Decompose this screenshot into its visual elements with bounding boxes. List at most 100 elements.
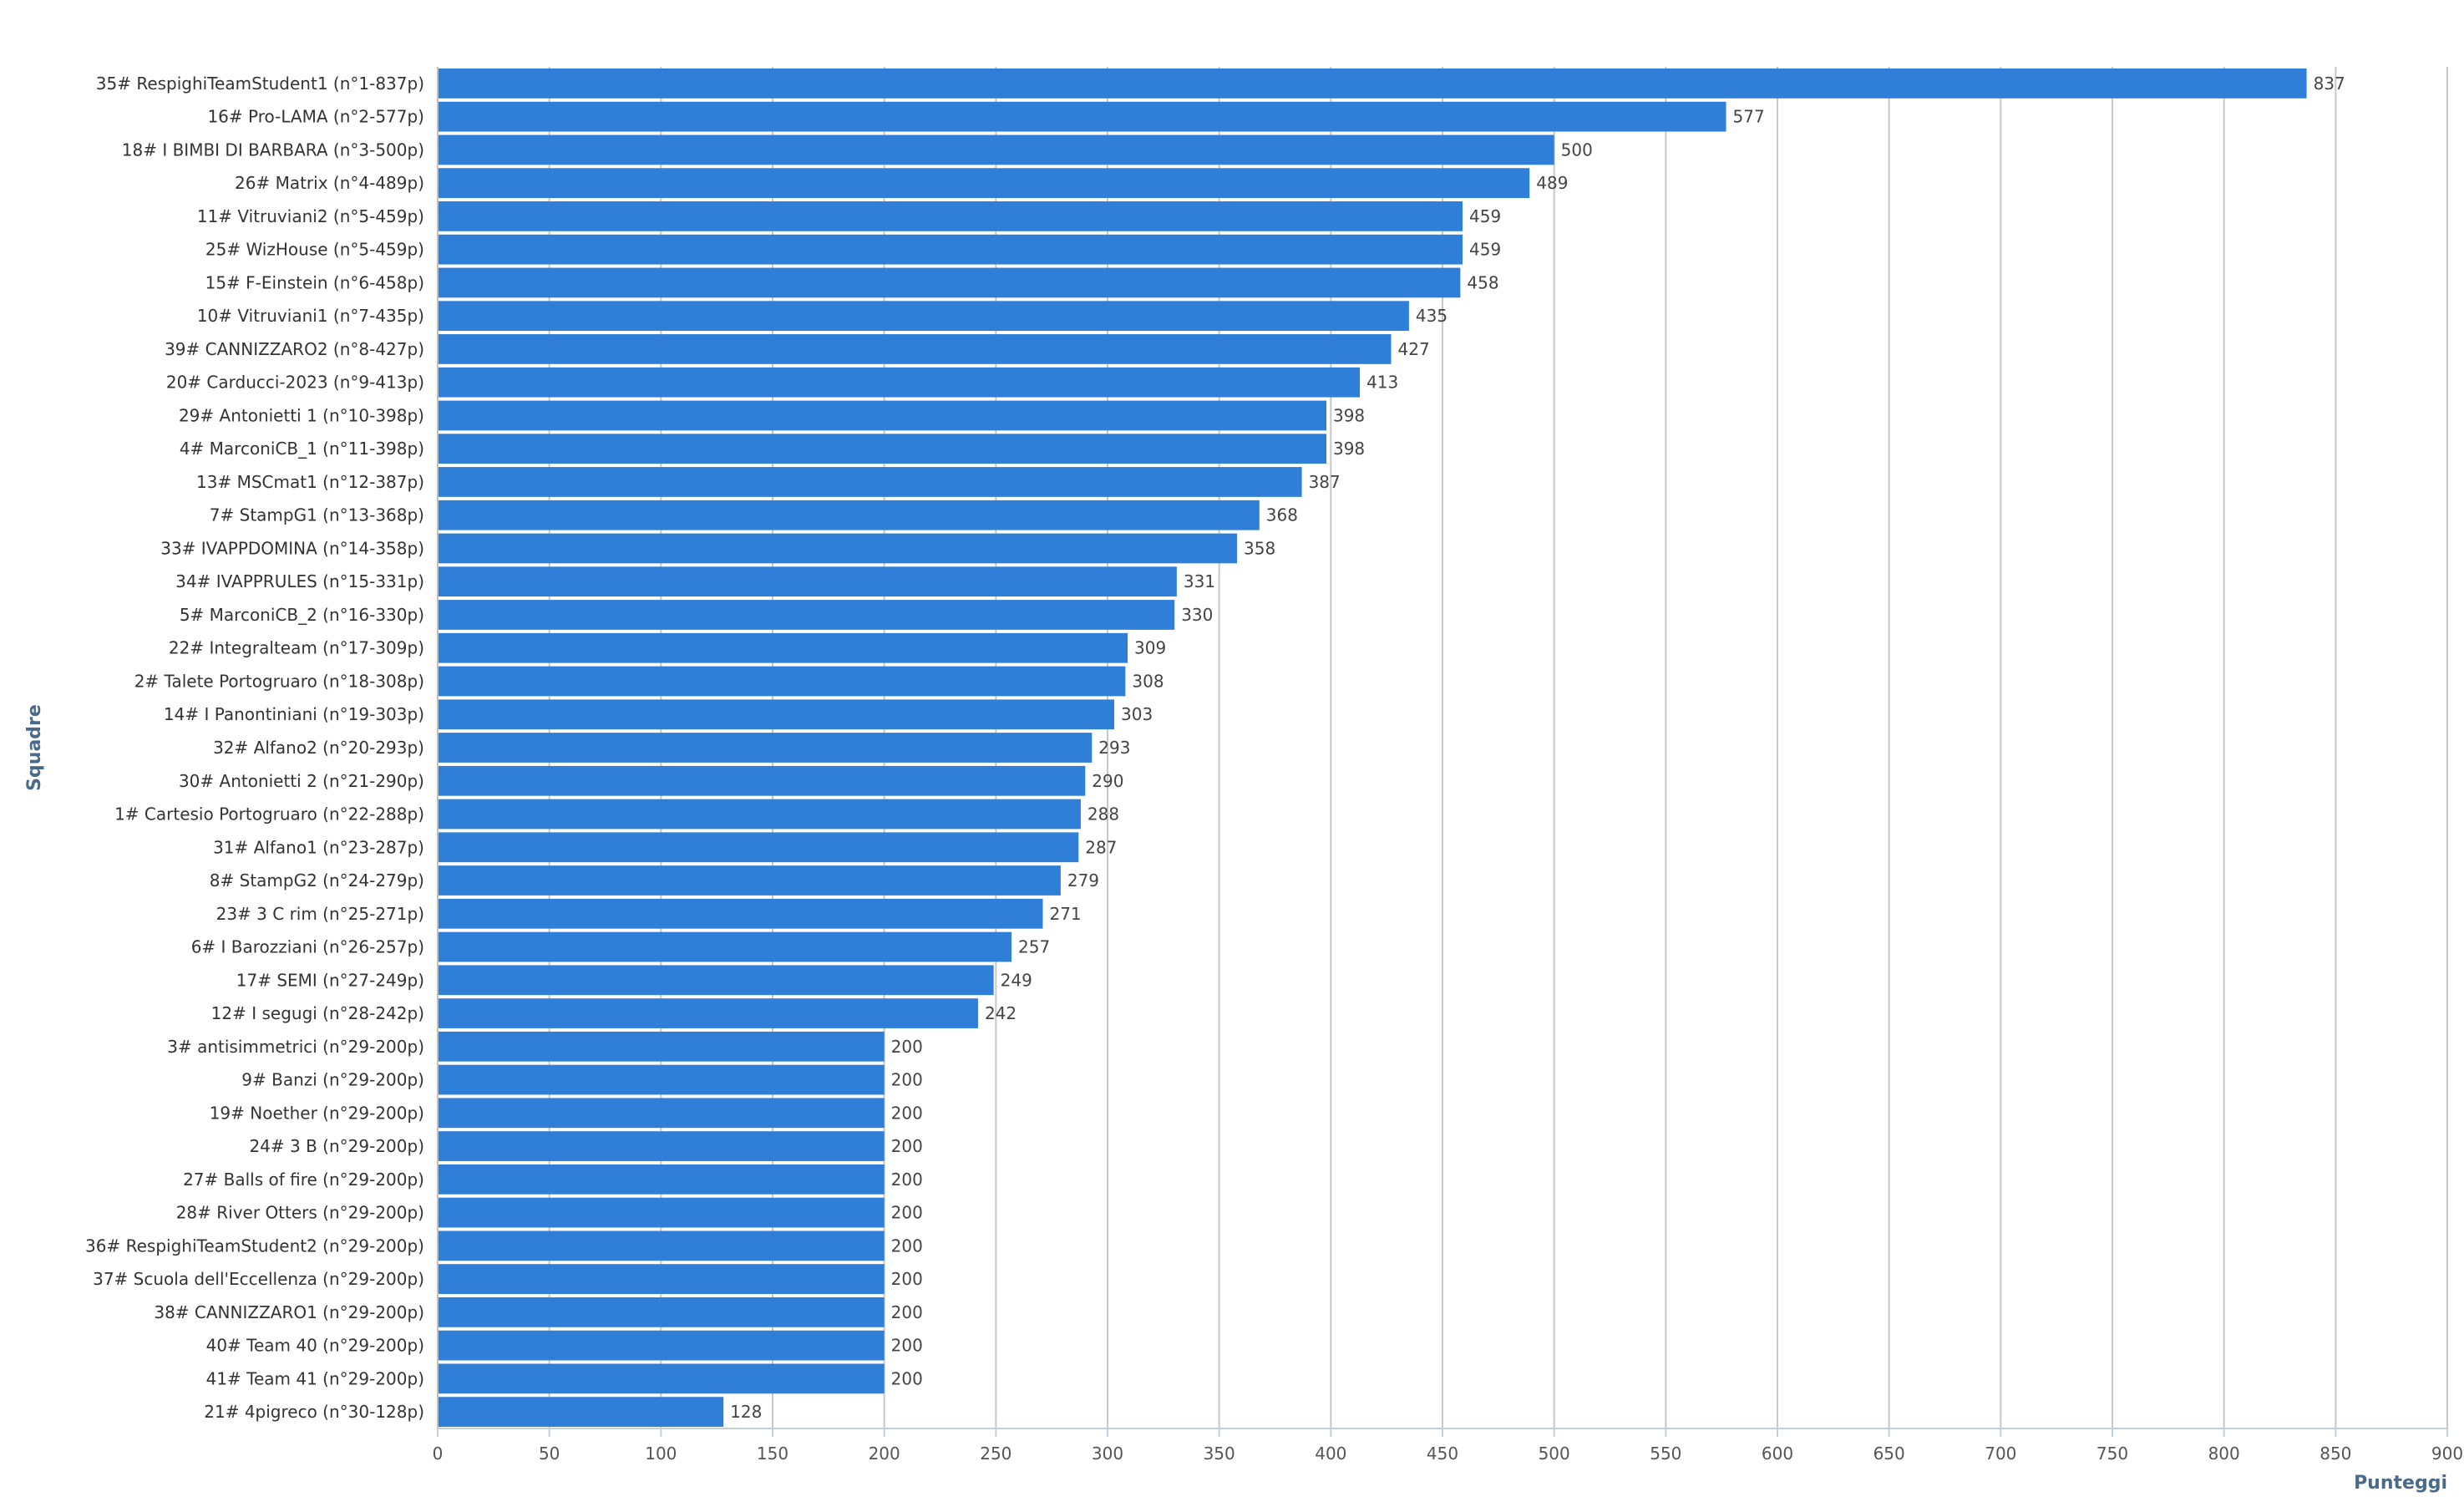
category-label: 6# I Barozziani (n°26-257p) bbox=[191, 937, 424, 957]
bar[interactable] bbox=[438, 1296, 885, 1327]
category-label: 40# Team 40 (n°29-200p) bbox=[206, 1336, 424, 1356]
bar-value-label: 242 bbox=[985, 1003, 1017, 1023]
bar[interactable] bbox=[438, 1197, 885, 1228]
category-label: 30# Antonietti 2 (n°21-290p) bbox=[179, 771, 424, 791]
bar-value-label: 200 bbox=[891, 1037, 923, 1057]
x-axis-ticks: 0 50 100 150 200 250 300 350 400 450 500 550 600 650 7… bbox=[433, 1428, 2463, 1464]
bar[interactable] bbox=[438, 799, 1081, 830]
x-tick-label: 50 bbox=[539, 1444, 560, 1464]
category-label: 28# River Otters (n°29-200p) bbox=[176, 1203, 424, 1223]
bar[interactable] bbox=[438, 101, 1726, 132]
bar[interactable] bbox=[438, 931, 1012, 962]
bar-value-label: 200 bbox=[891, 1236, 923, 1256]
bar[interactable] bbox=[438, 666, 1126, 697]
bar-value-label: 200 bbox=[891, 1070, 923, 1090]
category-label: 11# Vitruviani2 (n°5-459p) bbox=[197, 206, 424, 226]
bar-value-label: 398 bbox=[1333, 405, 1365, 425]
bar[interactable] bbox=[438, 434, 1326, 464]
bar-value-label: 271 bbox=[1049, 904, 1081, 924]
bar[interactable] bbox=[438, 832, 1079, 863]
bar[interactable] bbox=[438, 898, 1043, 929]
category-label: 38# CANNIZZARO1 (n°29-200p) bbox=[154, 1302, 424, 1322]
bar-value-label: 577 bbox=[1733, 107, 1765, 127]
category-label: 25# WizHouse (n°5-459p) bbox=[205, 240, 424, 260]
x-tick-label: 0 bbox=[433, 1444, 444, 1464]
bar[interactable] bbox=[438, 68, 2307, 99]
bar[interactable] bbox=[438, 1397, 724, 1427]
bar-value-label: 303 bbox=[1121, 704, 1153, 724]
bar[interactable] bbox=[438, 267, 1461, 298]
x-tick-label: 150 bbox=[757, 1444, 788, 1464]
bar[interactable] bbox=[438, 865, 1061, 896]
bar[interactable] bbox=[438, 533, 1238, 564]
x-tick-label: 450 bbox=[1427, 1444, 1458, 1464]
bar-value-label: 459 bbox=[1469, 240, 1501, 260]
bar-value-label: 200 bbox=[891, 1136, 923, 1156]
bar[interactable] bbox=[438, 400, 1326, 431]
bar-value-label: 200 bbox=[891, 1203, 923, 1223]
category-label: 20# Carducci-2023 (n°9-413p) bbox=[166, 373, 424, 393]
category-label: 9# Banzi (n°29-200p) bbox=[241, 1070, 424, 1090]
bar[interactable] bbox=[438, 201, 1463, 231]
bar-value-label: 279 bbox=[1067, 870, 1099, 890]
bar[interactable] bbox=[438, 632, 1128, 663]
bar-value-label: 249 bbox=[1001, 970, 1032, 990]
bar[interactable] bbox=[438, 1264, 885, 1294]
bar[interactable] bbox=[438, 168, 1530, 199]
category-label: 4# MarconiCB_1 (n°11-398p) bbox=[180, 439, 424, 459]
bar-value-label: 128 bbox=[730, 1402, 762, 1422]
bar[interactable] bbox=[438, 1164, 885, 1195]
x-tick-label: 500 bbox=[1539, 1444, 1570, 1464]
category-label: 32# Alfano2 (n°20-293p) bbox=[213, 738, 424, 758]
bar-value-label: 331 bbox=[1184, 571, 1215, 591]
bar-value-label: 427 bbox=[1398, 339, 1430, 359]
bar[interactable] bbox=[438, 699, 1115, 730]
category-label: 12# I segugi (n°28-242p) bbox=[211, 1003, 424, 1023]
bar[interactable] bbox=[438, 1330, 885, 1361]
bar-value-label: 287 bbox=[1085, 837, 1117, 857]
category-label: 33# IVAPPDOMINA (n°14-358p) bbox=[160, 538, 424, 558]
bar[interactable] bbox=[438, 500, 1260, 530]
category-label: 37# Scuola dell'Eccellenza (n°29-200p) bbox=[93, 1269, 424, 1289]
category-label: 2# Talete Portogruaro (n°18-308p) bbox=[134, 671, 424, 691]
bar[interactable] bbox=[438, 733, 1093, 763]
bar[interactable] bbox=[438, 965, 994, 996]
bar[interactable] bbox=[438, 367, 1361, 398]
x-tick-label: 300 bbox=[1092, 1444, 1123, 1464]
bar[interactable] bbox=[438, 1031, 885, 1062]
bar[interactable] bbox=[438, 1363, 885, 1394]
bar[interactable] bbox=[438, 1098, 885, 1129]
bar-value-label: 837 bbox=[2314, 74, 2345, 94]
bar[interactable] bbox=[438, 1131, 885, 1161]
bar-value-label: 257 bbox=[1018, 937, 1050, 957]
category-label: 27# Balls of fire (n°29-200p) bbox=[183, 1170, 424, 1190]
bar-value-label: 368 bbox=[1266, 505, 1298, 525]
bar[interactable] bbox=[438, 600, 1175, 630]
x-tick-label: 350 bbox=[1204, 1444, 1235, 1464]
bar[interactable] bbox=[438, 334, 1392, 364]
bar-value-label: 413 bbox=[1366, 373, 1398, 393]
bar-value-label: 288 bbox=[1088, 804, 1119, 825]
x-tick-label: 400 bbox=[1315, 1444, 1346, 1464]
bar[interactable] bbox=[438, 998, 978, 1028]
category-label: 36# RespighiTeamStudent2 (n°29-200p) bbox=[85, 1236, 424, 1256]
bar[interactable] bbox=[438, 1230, 885, 1261]
bar[interactable] bbox=[438, 467, 1302, 497]
category-label: 8# StampG2 (n°24-279p) bbox=[210, 870, 424, 890]
category-label: 19# Noether (n°29-200p) bbox=[210, 1103, 424, 1123]
x-tick-label: 550 bbox=[1650, 1444, 1681, 1464]
bar[interactable] bbox=[438, 566, 1177, 597]
x-tick-label: 250 bbox=[980, 1444, 1011, 1464]
bar[interactable] bbox=[438, 134, 1554, 165]
bar[interactable] bbox=[438, 301, 1409, 332]
bar[interactable] bbox=[438, 765, 1086, 796]
bar[interactable] bbox=[438, 1064, 885, 1095]
x-tick-label: 100 bbox=[645, 1444, 677, 1464]
bar[interactable] bbox=[438, 234, 1463, 265]
category-label: 35# RespighiTeamStudent1 (n°1-837p) bbox=[96, 74, 424, 94]
category-label: 10# Vitruviani1 (n°7-435p) bbox=[197, 306, 424, 326]
category-label: 13# MSCmat1 (n°12-387p) bbox=[196, 472, 424, 492]
x-tick-label: 750 bbox=[2096, 1444, 2128, 1464]
bar-value-label: 308 bbox=[1132, 671, 1164, 691]
